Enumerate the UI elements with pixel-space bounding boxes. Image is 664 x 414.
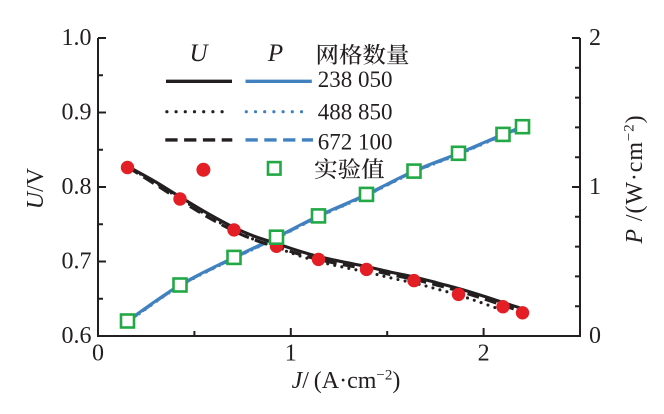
svg-text:488 850: 488 850 [318,99,393,124]
svg-text:2: 2 [478,340,490,366]
svg-text:2: 2 [589,25,601,51]
svg-text:U/V: U/V [23,167,49,209]
svg-text:P: P [267,40,283,67]
svg-text:U: U [189,40,209,67]
svg-text:1.0: 1.0 [62,25,92,51]
svg-text:0.7: 0.7 [62,249,92,275]
svg-text:0.6: 0.6 [62,323,92,349]
svg-text:0: 0 [589,323,601,349]
svg-text:238 050: 238 050 [318,67,393,92]
svg-text:1: 1 [285,340,297,366]
svg-text:1: 1 [589,174,601,200]
svg-text:0.9: 0.9 [62,100,92,126]
svg-text:0: 0 [92,340,104,366]
svg-text:0.8: 0.8 [62,174,92,200]
svg-text:672 100: 672 100 [318,129,393,154]
svg-text:J/ (A·cm−2): J/ (A·cm−2) [292,368,401,395]
